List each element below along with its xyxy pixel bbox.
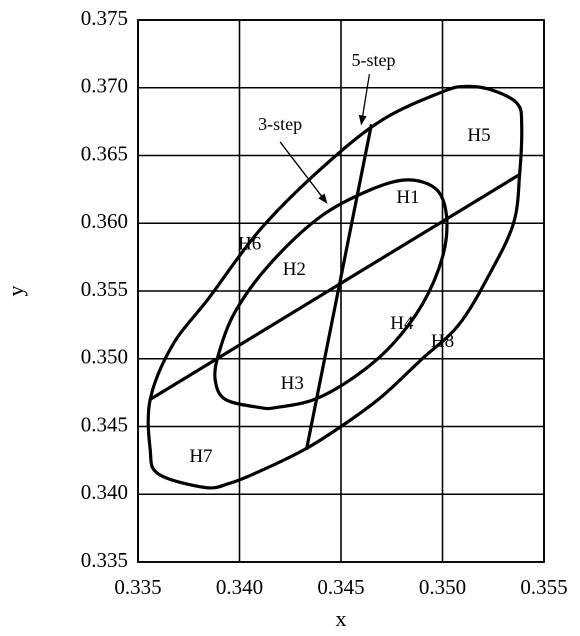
y-tick-label: 0.350 xyxy=(81,345,128,369)
annotation-arrow-3step xyxy=(279,141,328,204)
annotation-label-3step: 3-step xyxy=(258,114,302,134)
y-tick-label: 0.370 xyxy=(81,74,128,98)
y-tick-label: 0.345 xyxy=(81,412,128,436)
series-inner-contour xyxy=(213,178,449,411)
y-axis-label: y xyxy=(3,286,28,297)
series-diagonal-divider xyxy=(149,173,521,401)
x-tick-label: 0.355 xyxy=(520,575,567,599)
y-tick-labels: 0.335 0.340 0.345 0.350 0.355 0.360 0.365 0.370… xyxy=(81,6,128,572)
x-tick-label: 0.335 xyxy=(114,575,161,599)
region-labels: H1 H2 H3 H4 H5 H6 H7 H8 xyxy=(189,125,490,467)
y-tick-label: 0.355 xyxy=(81,277,128,301)
region-label-h6: H6 xyxy=(238,233,261,254)
y-tick-label: 0.375 xyxy=(81,6,128,30)
region-label-h7: H7 xyxy=(189,446,212,467)
region-label-h8: H8 xyxy=(431,331,454,352)
region-label-h3: H3 xyxy=(281,373,304,394)
x-axis-label: x xyxy=(336,606,347,631)
region-label-h4: H4 xyxy=(390,313,414,334)
plot-border xyxy=(137,19,545,563)
region-label-h1: H1 xyxy=(396,187,419,208)
region-label-h5: H5 xyxy=(467,125,490,146)
x-tick-label: 0.340 xyxy=(216,575,263,599)
series-layer xyxy=(146,84,524,490)
grid-lines xyxy=(137,19,545,563)
y-tick-label: 0.335 xyxy=(81,548,128,572)
y-tick-label: 0.365 xyxy=(81,141,128,165)
x-tick-labels: 0.335 0.340 0.345 0.350 0.355 xyxy=(114,575,567,599)
x-tick-label: 0.345 xyxy=(317,575,364,599)
y-tick-label: 0.340 xyxy=(81,480,128,504)
series-outer-contour xyxy=(146,84,524,490)
annotations: 5-step 3-step xyxy=(258,50,395,204)
series-steep-divider xyxy=(304,124,374,450)
region-label-h2: H2 xyxy=(283,259,306,280)
x-tick-label: 0.350 xyxy=(419,575,466,599)
annotation-arrow-5step xyxy=(358,74,371,126)
y-tick-label: 0.360 xyxy=(81,209,128,233)
annotation-label-5step: 5-step xyxy=(351,50,395,70)
